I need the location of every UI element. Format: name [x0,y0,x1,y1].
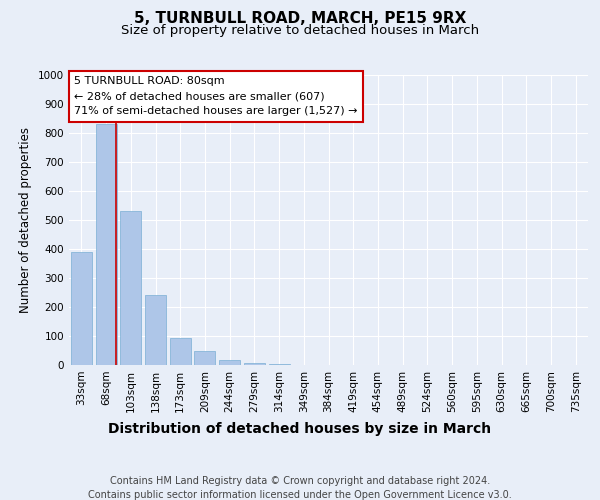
Bar [170,338,191,365]
Text: 5 TURNBULL ROAD: 80sqm
← 28% of detached houses are smaller (607)
71% of semi-de: 5 TURNBULL ROAD: 80sqm ← 28% of detached… [74,76,358,116]
Bar [145,296,166,365]
Text: Size of property relative to detached houses in March: Size of property relative to detached ho… [121,24,479,37]
Bar [219,360,240,365]
Text: Distribution of detached houses by size in March: Distribution of detached houses by size … [109,422,491,436]
Y-axis label: Number of detached properties: Number of detached properties [19,127,32,313]
Bar [269,364,290,365]
Bar [71,252,92,365]
Bar [194,350,215,365]
Bar [244,362,265,365]
Text: Contains HM Land Registry data © Crown copyright and database right 2024.
Contai: Contains HM Land Registry data © Crown c… [88,476,512,500]
Text: 5, TURNBULL ROAD, MARCH, PE15 9RX: 5, TURNBULL ROAD, MARCH, PE15 9RX [134,11,466,26]
Bar [120,212,141,365]
Bar [95,124,116,365]
